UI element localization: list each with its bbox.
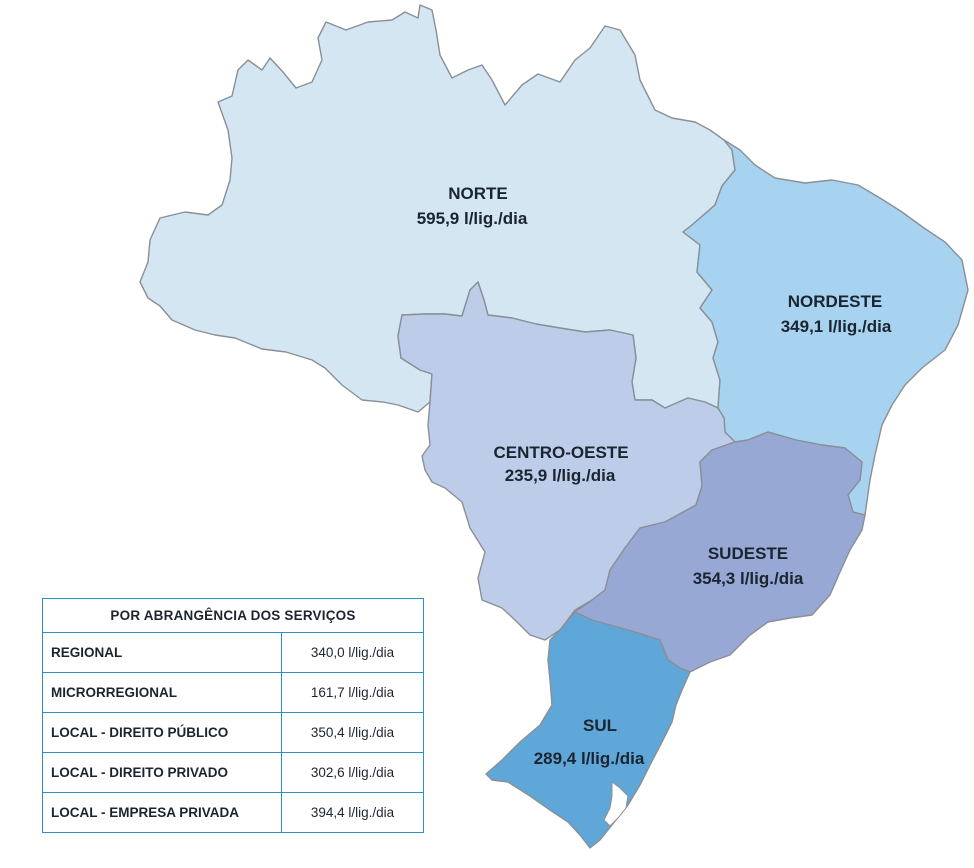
region-sudeste[interactable] <box>574 431 866 673</box>
legend-row: REGIONAL 340,0 l/lig./dia <box>43 632 423 673</box>
legend-row-value: 161,7 l/lig./dia <box>281 672 423 713</box>
legend-row-value: 350,4 l/lig./dia <box>281 712 423 753</box>
label-sul: SUL 289,4 l/lig./dia <box>534 716 645 768</box>
region-value: 235,9 l/lig./dia <box>505 466 616 485</box>
legend-row: MICRORREGIONAL 161,7 l/lig./dia <box>43 672 423 713</box>
region-value: 354,3 l/lig./dia <box>693 569 804 588</box>
legend-row-label: LOCAL - DIREITO PÚBLICO <box>43 712 282 753</box>
legend-row: LOCAL - EMPRESA PRIVADA 394,4 l/lig./dia <box>43 792 423 832</box>
region-name: NORDESTE <box>788 292 882 311</box>
legend-row-label: LOCAL - DIREITO PRIVADO <box>43 752 282 793</box>
legend-table: POR ABRANGÊNCIA DOS SERVIÇOS REGIONAL 34… <box>43 599 423 832</box>
lagoon-shape <box>603 781 629 827</box>
legend-row-label: REGIONAL <box>43 632 282 673</box>
legend-header-row: POR ABRANGÊNCIA DOS SERVIÇOS <box>43 599 423 633</box>
label-sudeste: SUDESTE 354,3 l/lig./dia <box>693 544 804 588</box>
label-nordeste: NORDESTE 349,1 l/lig./dia <box>781 292 892 336</box>
region-value: 595,9 l/lig./dia <box>417 209 528 228</box>
label-norte: NORTE 595,9 l/lig./dia <box>417 184 528 228</box>
legend-row-label: LOCAL - EMPRESA PRIVADA <box>43 792 282 832</box>
legend-row: LOCAL - DIREITO PÚBLICO 350,4 l/lig./dia <box>43 712 423 753</box>
legend-row-value: 394,4 l/lig./dia <box>310 805 395 820</box>
region-sul[interactable] <box>485 611 691 849</box>
legend-row: LOCAL - DIREITO PRIVADO 302,6 l/lig./dia <box>43 752 423 793</box>
region-name: CENTRO-OESTE <box>493 443 628 462</box>
region-value: 289,4 l/lig./dia <box>534 749 645 768</box>
legend-row-value: 340,0 l/lig./dia <box>281 632 423 673</box>
legend-row-value: 302,6 l/lig./dia <box>281 752 423 793</box>
legend-row-label: MICRORREGIONAL <box>43 672 282 713</box>
region-name: SUDESTE <box>708 544 788 563</box>
coverage-legend-table: POR ABRANGÊNCIA DOS SERVIÇOS REGIONAL 34… <box>42 598 424 833</box>
region-value: 349,1 l/lig./dia <box>781 317 892 336</box>
label-centro-oeste: CENTRO-OESTE 235,9 l/lig./dia <box>493 443 628 485</box>
region-name: NORTE <box>448 184 508 203</box>
legend-title: POR ABRANGÊNCIA DOS SERVIÇOS <box>43 599 423 633</box>
region-name: SUL <box>583 716 617 735</box>
